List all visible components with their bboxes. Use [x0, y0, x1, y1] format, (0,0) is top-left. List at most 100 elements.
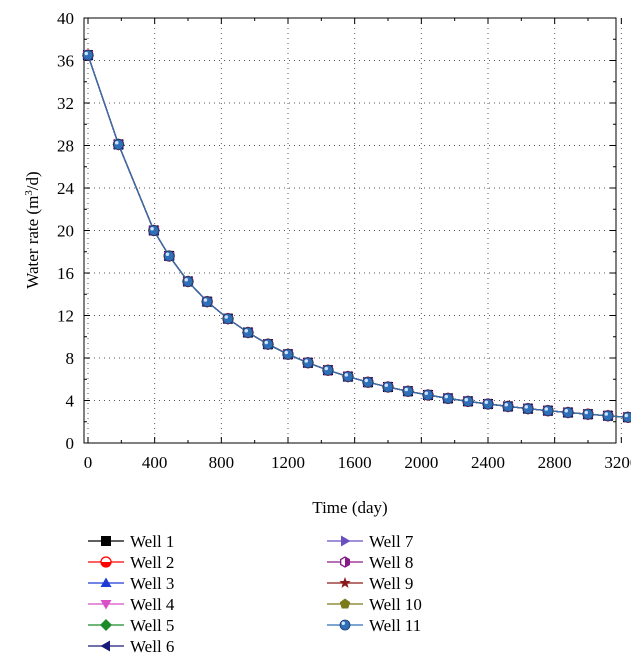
data-point-highlight [584, 410, 588, 415]
data-point [342, 371, 354, 382]
legend-marker [340, 556, 350, 568]
series-layer [82, 49, 631, 424]
y-tick-label: 12 [57, 307, 74, 326]
series-line [87, 55, 631, 419]
data-point-body [622, 411, 631, 423]
series-line [87, 55, 631, 419]
data-point [482, 398, 494, 410]
y-tick-label: 36 [57, 52, 74, 71]
data-point-highlight [404, 387, 408, 392]
data-point-body [182, 276, 194, 287]
y-tick-label: 20 [57, 222, 74, 241]
data-point-body [422, 389, 434, 401]
y-axis-title-superscript: 3 [23, 190, 35, 196]
legend-item: Well 10 [327, 595, 422, 614]
series-line [87, 55, 631, 419]
legend-label: Well 4 [130, 595, 175, 614]
x-tick-label: 0 [84, 453, 93, 472]
legend-item: Well 11 [327, 616, 421, 635]
series-well-8 [83, 49, 631, 424]
data-point [262, 338, 274, 350]
data-point [113, 139, 124, 150]
data-point-body [442, 392, 454, 404]
series-well-2 [82, 49, 631, 423]
legend-label: Well 2 [130, 553, 174, 572]
x-tick-label: 1200 [271, 453, 305, 472]
data-point-highlight [624, 413, 628, 418]
data-point [201, 296, 213, 308]
data-point-highlight [524, 405, 528, 409]
legend-marker [100, 640, 110, 652]
data-point-body [522, 403, 534, 415]
legend-marker-fill [345, 557, 350, 567]
legend-marker [100, 556, 112, 568]
data-point [562, 407, 574, 418]
y-tick-label: 4 [66, 392, 75, 411]
y-tick-label: 8 [66, 349, 75, 368]
data-point-highlight [444, 394, 448, 399]
data-point-highlight [224, 315, 228, 319]
data-point-body [163, 250, 175, 262]
data-point [302, 357, 314, 369]
data-point-body [582, 408, 594, 420]
data-point-highlight [544, 407, 548, 411]
legend-item: Well 7 [327, 532, 414, 551]
legend-label: Well 9 [369, 574, 413, 593]
y-axis-title-main: Water rate (m [23, 196, 42, 289]
data-point [522, 403, 534, 415]
data-point-highlight [364, 378, 368, 383]
data-point-body [282, 348, 294, 360]
series-well-1 [83, 50, 631, 423]
data-point-highlight [384, 383, 388, 388]
y-tick-label: 16 [57, 264, 74, 283]
data-point-highlight [203, 298, 208, 302]
x-tick-label: 2000 [404, 453, 438, 472]
data-point-body [82, 49, 94, 61]
legend-marker-body [339, 619, 351, 631]
y-tick-labels: 0 4 8 12 16 20 24 28 32 36 40 [57, 9, 75, 453]
data-point-body [562, 407, 574, 418]
legend-marker [339, 598, 351, 609]
data-point [462, 395, 474, 407]
legend-item: Well 4 [88, 595, 175, 614]
y-axis-title: Water rate (m3/d) [23, 171, 42, 288]
data-point [582, 408, 594, 420]
legend-marker [101, 536, 111, 546]
data-point-highlight [484, 400, 488, 405]
series-line [87, 55, 631, 419]
series-line [87, 55, 631, 419]
data-point [402, 385, 414, 397]
data-point-body [113, 139, 124, 150]
data-point-highlight [464, 397, 468, 402]
data-point-highlight [344, 373, 348, 377]
legend-item: Well 5 [88, 616, 174, 635]
data-point [222, 313, 234, 325]
x-tick-label: 2800 [538, 453, 572, 472]
series-line [87, 55, 631, 419]
data-point-body [462, 395, 474, 407]
x-axis-title: Time (day) [312, 498, 387, 517]
legend-label: Well 3 [130, 574, 174, 593]
legend-label: Well 11 [369, 616, 421, 635]
y-axis-title-tail: /d) [23, 171, 42, 190]
series-well-4 [82, 51, 631, 423]
data-point-highlight [284, 350, 288, 355]
data-point [442, 392, 454, 404]
legend-item: Well 3 [88, 574, 174, 593]
data-point-highlight [184, 278, 188, 282]
series-well-7 [84, 49, 631, 423]
series-well-11 [82, 49, 631, 423]
data-point-highlight [504, 402, 508, 407]
data-point-body [222, 313, 234, 325]
data-point-body [382, 381, 394, 393]
series-line [87, 55, 631, 419]
data-point-highlight [304, 359, 308, 363]
data-point-body [201, 296, 213, 308]
x-tick-labels: 04008001200160020002400280032003600 [84, 453, 631, 472]
series-line [87, 55, 631, 419]
series-well-5 [82, 49, 631, 424]
data-point-highlight [264, 340, 268, 345]
data-point-body [402, 385, 414, 397]
